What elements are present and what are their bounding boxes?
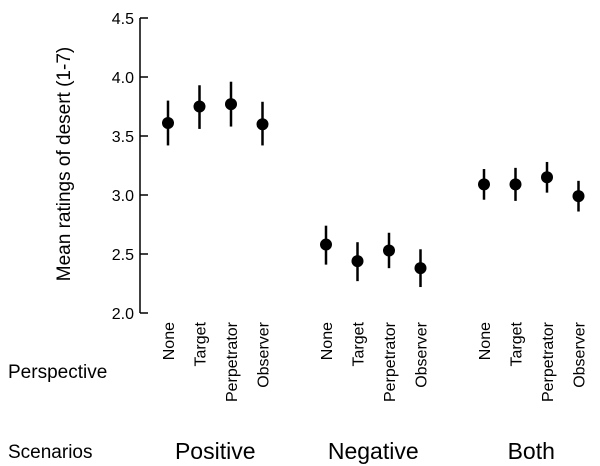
perspective-label-negative-perpetrator: Perpetrator xyxy=(382,321,399,402)
perspective-label-negative-none: None xyxy=(319,322,336,360)
perspective-label-both-target: Target xyxy=(509,321,526,366)
point-negative-perpetrator xyxy=(383,244,395,257)
point-positive-target xyxy=(193,100,206,113)
scenario-label-positive: Positive xyxy=(175,438,256,464)
perspective-labels: None Target Perpetrator Observer None Target P… xyxy=(161,321,589,402)
scenario-label-negative: Negative xyxy=(328,438,419,464)
scenario-labels: Positive Negative Both xyxy=(175,438,555,464)
y-axis: 2.0 2.5 3.0 3.5 4.0 4.5 xyxy=(112,11,148,323)
y-axis-title: Mean ratings of desert (1-7) xyxy=(54,47,75,281)
perspective-label-positive-perpetrator: Perpetrator xyxy=(224,321,241,402)
plot-area xyxy=(162,81,585,288)
y-tick-label-2: 3.0 xyxy=(112,188,134,205)
y-tick-label-4: 4.0 xyxy=(112,70,134,87)
point-positive-perpetrator xyxy=(225,98,237,111)
perspective-label-both-observer: Observer xyxy=(572,321,589,387)
point-negative-observer xyxy=(414,262,427,275)
perspective-row-label: Perspective xyxy=(8,362,107,383)
point-positive-none xyxy=(162,117,174,130)
point-both-target xyxy=(509,178,522,191)
perspective-label-positive-observer: Observer xyxy=(256,321,273,387)
y-tick-label-3: 3.5 xyxy=(112,129,134,146)
y-tick-label-0: 2.0 xyxy=(112,306,134,323)
point-negative-target xyxy=(351,255,364,268)
perspective-label-both-none: None xyxy=(477,322,494,360)
point-positive-observer xyxy=(256,118,269,131)
point-both-none xyxy=(478,178,490,191)
scenarios-row-label: Scenarios xyxy=(8,442,93,463)
perspective-label-both-perpetrator: Perpetrator xyxy=(540,321,557,402)
y-tick-label-5: 4.5 xyxy=(112,11,134,28)
perspective-label-positive-none: None xyxy=(161,322,178,360)
perspective-label-positive-target: Target xyxy=(193,321,210,366)
y-tick-label-1: 2.5 xyxy=(112,247,134,264)
point-both-observer xyxy=(572,190,585,203)
point-negative-none xyxy=(320,238,332,251)
perspective-label-negative-target: Target xyxy=(351,321,368,366)
point-both-perpetrator xyxy=(541,171,553,184)
scenario-label-both: Both xyxy=(508,438,555,464)
perspective-label-negative-observer: Observer xyxy=(414,321,431,387)
